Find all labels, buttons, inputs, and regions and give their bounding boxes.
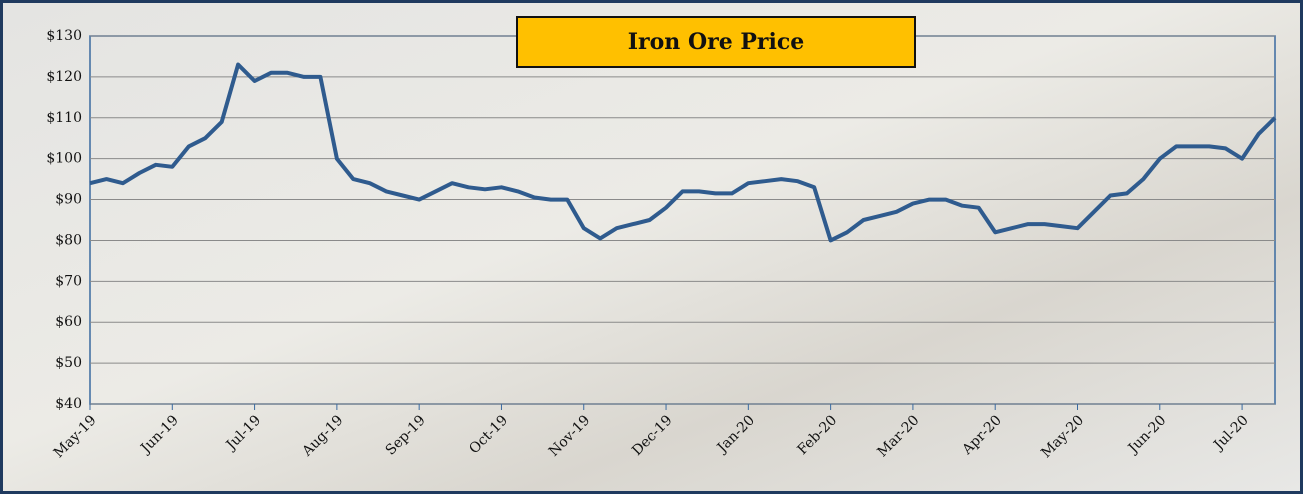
y-tick-label: $100 [46, 151, 82, 167]
y-tick-label: $40 [55, 396, 82, 412]
y-tick-label: $70 [55, 273, 82, 289]
y-tick-label: $60 [55, 314, 82, 330]
title-box [516, 16, 916, 68]
y-tick-label: $80 [55, 232, 82, 248]
chart-title: Iron Ore Price [628, 29, 805, 55]
price-line [89, 62, 1277, 243]
y-tick-label: $50 [55, 355, 82, 371]
y-tick-label: $130 [46, 28, 82, 44]
y-tick-label: $90 [55, 192, 82, 208]
y-tick-label: $120 [46, 69, 82, 85]
y-tick-label: $110 [46, 110, 82, 126]
